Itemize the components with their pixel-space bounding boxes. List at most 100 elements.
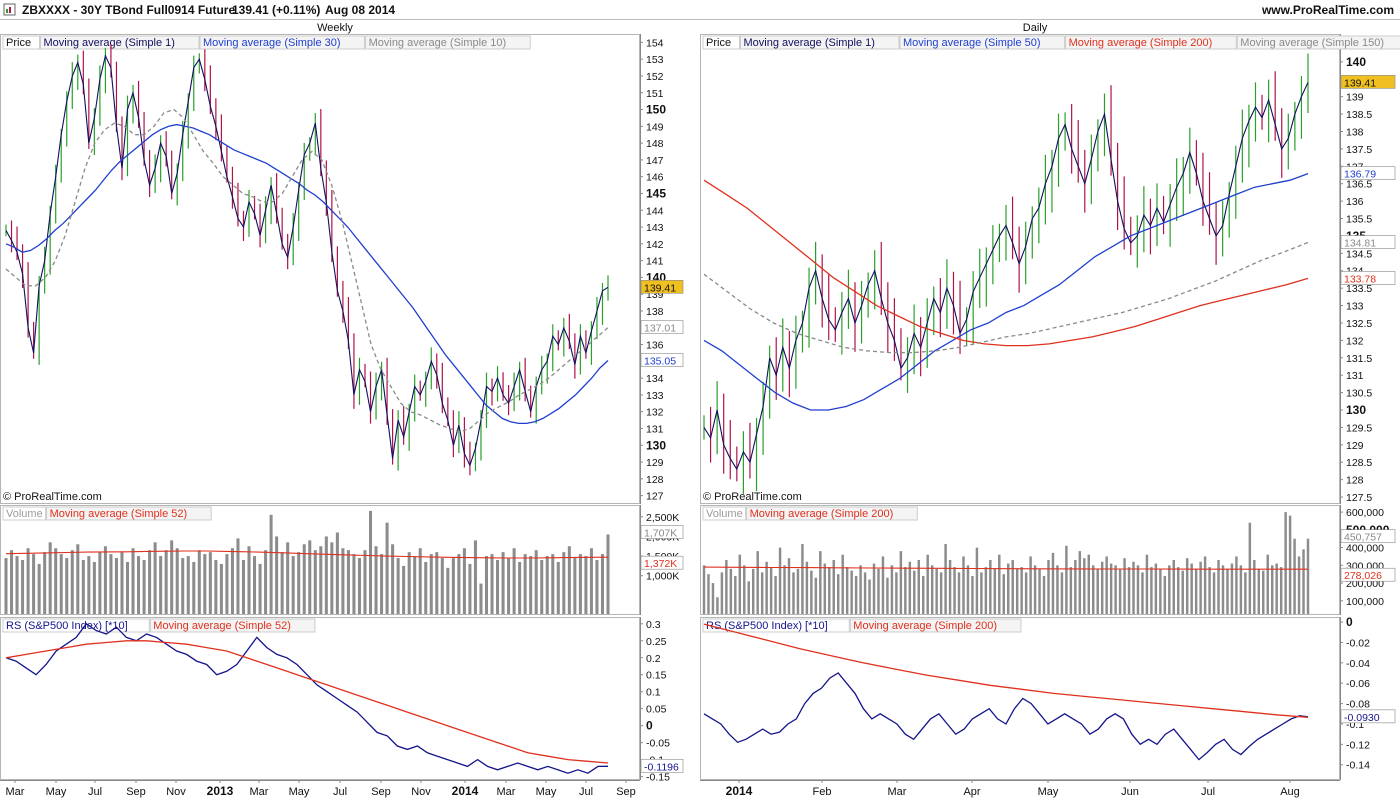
price-3-last-tag: 139.41 bbox=[1344, 77, 1376, 89]
xaxis-0-label: Mar bbox=[497, 786, 516, 798]
vol-4-bar bbox=[774, 575, 777, 614]
vol-1-bar bbox=[32, 554, 36, 614]
rs-2-legend-0: RS (S&P500 Index) [*10] bbox=[6, 620, 128, 632]
vol-4-bar bbox=[1141, 572, 1144, 614]
price-0-ma-0 bbox=[5, 123, 609, 425]
price-0-ytick-label: 130 bbox=[646, 438, 666, 452]
vol-4-ytick-label: 400,000 bbox=[1346, 543, 1384, 555]
price-0-ytick-label: 138 bbox=[646, 306, 664, 318]
vol-1-bar bbox=[479, 583, 483, 614]
vol-4-bar bbox=[1284, 512, 1287, 614]
vol-4-frame bbox=[700, 505, 1340, 615]
vol-4-bar bbox=[1051, 552, 1055, 614]
price-3-ytick-label: 129.5 bbox=[1346, 422, 1372, 434]
vol-1-bar bbox=[87, 556, 91, 614]
vol-4-bar bbox=[872, 563, 876, 614]
site-link[interactable]: www.ProRealTime.com bbox=[1261, 3, 1394, 17]
vol-4-bar bbox=[904, 567, 907, 614]
price-0-ytick-label: 127 bbox=[646, 491, 664, 503]
vol-1-bar bbox=[137, 556, 141, 614]
vol-1-bar bbox=[98, 552, 102, 614]
vol-4-bar bbox=[823, 563, 827, 614]
vol-1-bar bbox=[595, 560, 599, 614]
vol-4-bar bbox=[734, 575, 737, 614]
rs-5-ytick-label: 0 bbox=[1346, 615, 1353, 629]
vol-4-bar bbox=[1257, 568, 1261, 614]
vol-4-bar bbox=[1024, 572, 1028, 614]
vol-1-bar bbox=[153, 542, 157, 614]
price-0-legend-box-0 bbox=[2, 35, 40, 50]
rs-5-ytick-label: -0.08 bbox=[1346, 699, 1370, 711]
vol-4-bar bbox=[1163, 575, 1167, 614]
vol-4-bar bbox=[1123, 558, 1126, 614]
vol-1-bar bbox=[424, 561, 428, 614]
vol-4-bar bbox=[716, 597, 719, 614]
rs-5-frame bbox=[700, 617, 1340, 780]
vol-4-bar bbox=[756, 551, 759, 614]
price-0-frame bbox=[0, 34, 640, 504]
vol-4-bar bbox=[957, 572, 961, 614]
price-3-ytick-label: 131.5 bbox=[1346, 353, 1372, 365]
rs-2-ytick-label: 0.15 bbox=[646, 670, 667, 682]
price-0-ytick-label: 152 bbox=[646, 71, 664, 83]
vol-4-bar bbox=[1038, 568, 1041, 614]
vol-1-bar bbox=[490, 554, 494, 614]
vol-4-bar bbox=[1127, 567, 1131, 614]
vol-1-bar bbox=[164, 550, 168, 614]
price-0-legend-box-2 bbox=[199, 35, 366, 50]
vol-4-bar bbox=[1029, 556, 1032, 614]
price-0-ma-tag-0: 135.05 bbox=[644, 355, 676, 367]
xaxis-0-label: Nov bbox=[166, 786, 186, 798]
vol-4-bar bbox=[984, 567, 988, 614]
vol-4-bar bbox=[881, 556, 885, 614]
vol-4-bar bbox=[1150, 567, 1153, 614]
vol-1-bar bbox=[324, 536, 328, 614]
vol-4-bar bbox=[1100, 561, 1104, 614]
price-3-ma-tag-2-bg bbox=[1340, 235, 1396, 249]
vol-1-legend-1: Moving average (Simple 52) bbox=[50, 508, 188, 520]
vol-4-bar bbox=[1302, 549, 1305, 614]
vol-1-bar bbox=[556, 561, 560, 614]
vol-4-bar bbox=[899, 551, 903, 614]
price-0-ytick-label: 143 bbox=[646, 222, 664, 234]
xaxis-3-label: Apr bbox=[963, 786, 980, 798]
vol-4-last-tag: 450,757 bbox=[1344, 532, 1382, 544]
vol-4-bar bbox=[1033, 565, 1037, 614]
vol-1-bar bbox=[462, 548, 466, 614]
price-3-ma-2 bbox=[703, 241, 1309, 354]
price-3-legend-0: Price bbox=[706, 37, 731, 49]
price-3-ytick-label: 138 bbox=[1346, 126, 1364, 138]
vol-1-bar bbox=[584, 556, 588, 614]
vol-1-bar bbox=[534, 550, 538, 614]
vol-1-bar bbox=[457, 554, 461, 614]
vol-1-bar bbox=[440, 558, 444, 614]
price-3-ytick-label: 138.5 bbox=[1346, 109, 1372, 121]
vol-4-bar bbox=[707, 574, 710, 614]
rs-2-line-0 bbox=[5, 622, 609, 774]
vol-4-bar bbox=[738, 554, 742, 614]
vol-4-bar bbox=[1159, 568, 1162, 614]
price-3-legend-box-0 bbox=[702, 35, 740, 50]
price-3-ytick-label: 131 bbox=[1346, 370, 1364, 382]
vol-4-bar bbox=[953, 567, 956, 614]
vol-4-bar bbox=[1060, 572, 1064, 614]
rs-5-legend-box-1 bbox=[849, 618, 1022, 633]
vol-4-bar bbox=[1293, 538, 1296, 614]
vol-4-bar bbox=[1297, 556, 1301, 614]
price-3-ytick-label: 137.5 bbox=[1346, 144, 1372, 156]
vol-1-ma-tag-bg bbox=[640, 555, 684, 570]
vol-4-bar bbox=[1007, 563, 1010, 614]
vol-4-bar bbox=[1270, 565, 1274, 614]
xaxis-0-label: 2013 bbox=[207, 784, 234, 798]
vol-4-bar bbox=[1042, 575, 1046, 614]
window-header: ZBXXXX - 30Y TBond Full0914 Future 139.4… bbox=[0, 0, 1400, 19]
vol-1-bar bbox=[297, 552, 301, 614]
vol-1-bar bbox=[407, 552, 411, 614]
price-0-ytick-label: 141 bbox=[646, 256, 664, 268]
vol-1-bar bbox=[264, 550, 268, 614]
vol-1-bar bbox=[363, 550, 367, 614]
vol-1-bar bbox=[551, 554, 555, 614]
vol-4-bar bbox=[975, 547, 979, 614]
vol-1-bar bbox=[247, 546, 251, 614]
xaxis-0-label: May bbox=[289, 786, 310, 798]
